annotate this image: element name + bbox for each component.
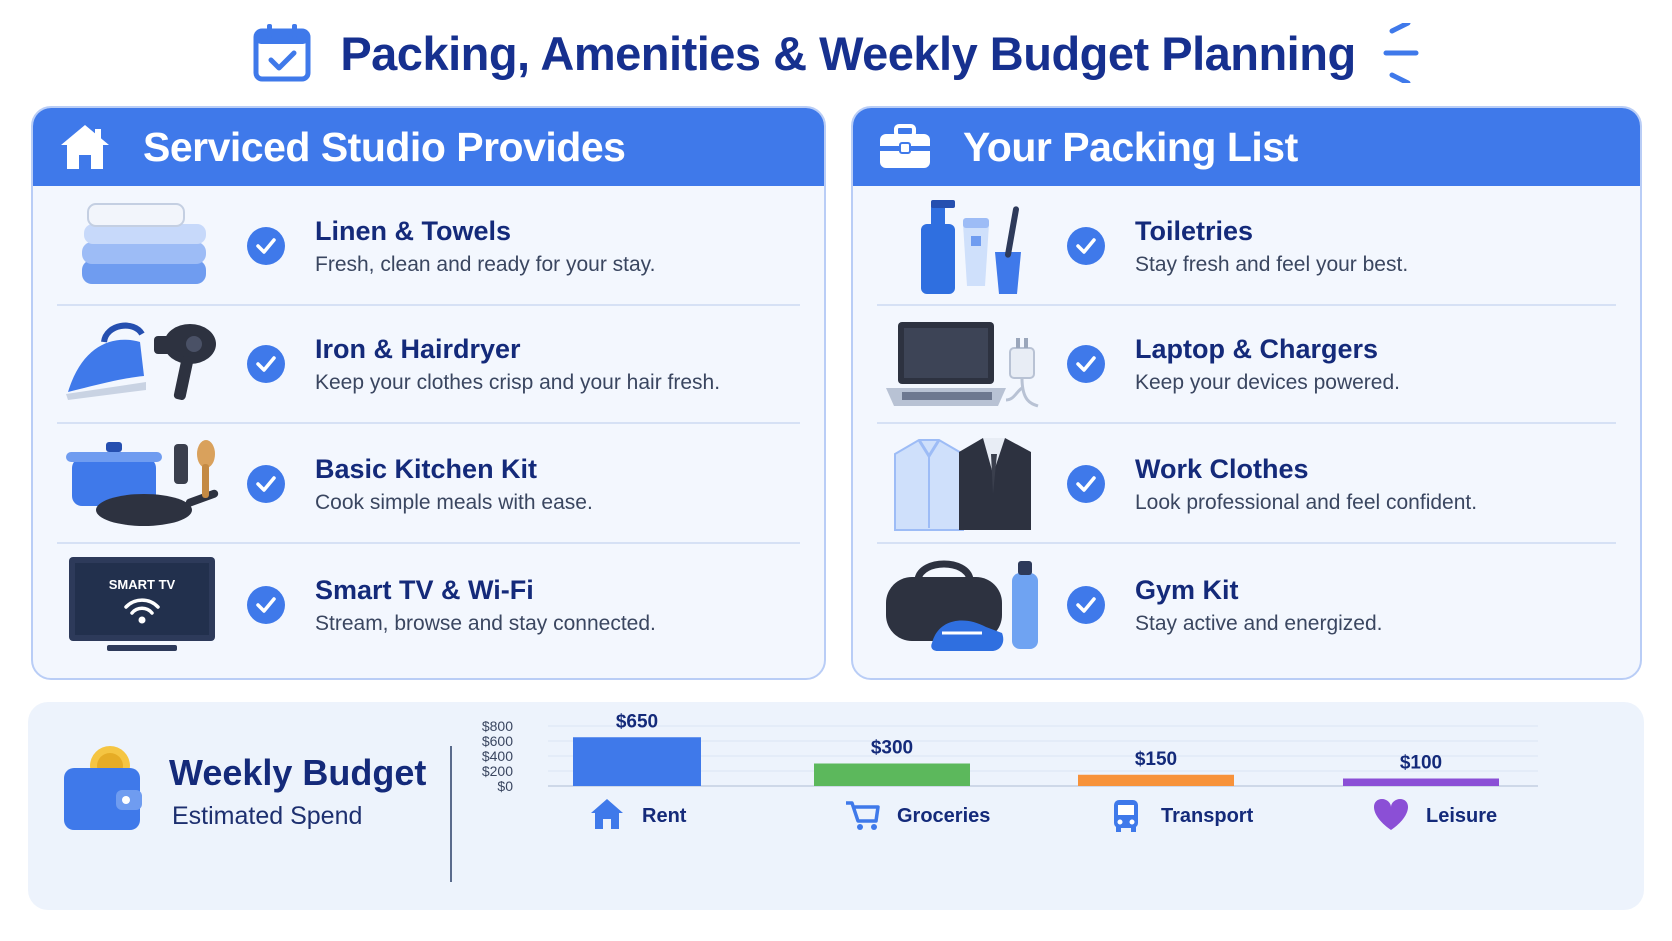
smart-tv-icon: SMART TV [57, 550, 227, 660]
check-icon [247, 586, 285, 624]
item-description: Cook simple meals with ease. [315, 490, 593, 514]
sparkle-icon [1383, 23, 1419, 83]
y-tick-label: $600 [482, 733, 513, 749]
home-icon [591, 799, 623, 829]
item-title: Gym Kit [1135, 574, 1239, 605]
list-item: Laptop & Chargers Keep your devices power… [877, 306, 1616, 424]
home-icon [55, 117, 115, 177]
divider [450, 746, 452, 882]
gym-kit-icon [877, 550, 1047, 660]
check-icon [1067, 227, 1105, 265]
laptop-charger-icon [877, 309, 1047, 419]
bar-leisure [1343, 778, 1499, 786]
budget-bar-chart: $0$200$400$600$800 $650 Rent $300 Groceries $… [482, 711, 1538, 832]
category-label: Groceries [897, 805, 990, 827]
category-label: Transport [1161, 805, 1254, 827]
list-item: Toiletries Stay fresh and feel your best. [877, 188, 1616, 306]
item-description: Stay fresh and feel your best. [1135, 252, 1409, 276]
check-icon [247, 227, 285, 265]
y-tick-label: $200 [482, 763, 513, 779]
item-description: Fresh, clean and ready for your stay. [315, 252, 656, 276]
data-label: $650 [616, 711, 658, 732]
y-tick-label: $800 [482, 718, 513, 734]
item-description: Keep your clothes crisp and your hair fr… [315, 370, 721, 394]
list-item: Iron & Hairdryer Keep your clothes crisp … [57, 306, 800, 424]
item-title: Iron & Hairdryer [315, 333, 521, 364]
y-tick-label: $400 [482, 748, 513, 764]
cart-icon [846, 801, 880, 830]
smart-tv-label: SMART TV [109, 577, 176, 592]
list-item: SMART TV Smart TV & Wi-Fi Stream, browse … [57, 546, 800, 664]
item-title: Linen & Towels [315, 215, 512, 246]
bar-rent [573, 737, 701, 786]
item-title: Smart TV & Wi-Fi [315, 574, 534, 605]
data-label: $150 [1135, 749, 1177, 770]
packing-panel: Your Packing List Toiletries Stay fresh a… [851, 106, 1642, 680]
list-item: Linen & Towels Fresh, clean and ready for… [57, 188, 800, 306]
iron-hairdryer-icon [57, 309, 227, 419]
item-description: Stay active and energized. [1135, 611, 1383, 635]
list-item: Gym Kit Stay active and energized. [877, 546, 1616, 664]
heart-icon [1373, 799, 1409, 830]
work-clothes-icon [877, 429, 1047, 539]
briefcase-icon [875, 117, 935, 177]
category-label: Rent [642, 805, 687, 827]
item-description: Keep your devices powered. [1135, 370, 1400, 394]
list-item: Basic Kitchen Kit Cook simple meals with … [57, 426, 800, 544]
studio-panel: Serviced Studio Provides Linen & Towels F… [31, 106, 826, 680]
toiletries-icon [877, 191, 1047, 301]
item-title: Basic Kitchen Kit [315, 453, 538, 484]
bar-groceries [814, 763, 970, 786]
budget-subtitle: Estimated Spend [172, 802, 363, 830]
y-tick-label: $0 [497, 778, 513, 794]
check-icon [247, 465, 285, 503]
item-description: Look professional and feel confident. [1135, 490, 1478, 514]
check-icon [1067, 345, 1105, 383]
item-title: Toiletries [1135, 215, 1254, 246]
budget-section: Weekly Budget Estimated Spend $0 $200 $400… [28, 702, 1644, 910]
list-item: Work Clothes Look professional and feel c… [877, 426, 1616, 544]
item-description: Stream, browse and stay connected. [315, 611, 656, 635]
page-title: Packing, Amenities & Weekly Budget Plann… [340, 26, 1356, 80]
category-label: Leisure [1426, 805, 1497, 827]
data-label: $100 [1400, 753, 1442, 774]
title-bar: Packing, Amenities & Weekly Budget Plann… [0, 18, 1672, 88]
check-icon [1067, 465, 1105, 503]
budget-title: Weekly Budget [169, 752, 427, 793]
kitchen-kit-icon [57, 429, 227, 539]
bar-transport [1078, 774, 1234, 786]
item-title: Work Clothes [1135, 453, 1309, 484]
calendar-check-icon [253, 24, 311, 82]
bus-icon [1114, 800, 1138, 832]
check-icon [1067, 586, 1105, 624]
towels-icon [57, 191, 227, 301]
studio-panel-title: Serviced Studio Provides [143, 123, 626, 170]
item-title: Laptop & Chargers [1135, 333, 1379, 364]
wallet-icon [64, 746, 142, 830]
data-label: $300 [871, 738, 913, 759]
packing-panel-header: Your Packing List [853, 108, 1640, 186]
check-icon [247, 345, 285, 383]
studio-panel-header: Serviced Studio Provides [33, 108, 824, 186]
packing-panel-title: Your Packing List [963, 123, 1298, 170]
